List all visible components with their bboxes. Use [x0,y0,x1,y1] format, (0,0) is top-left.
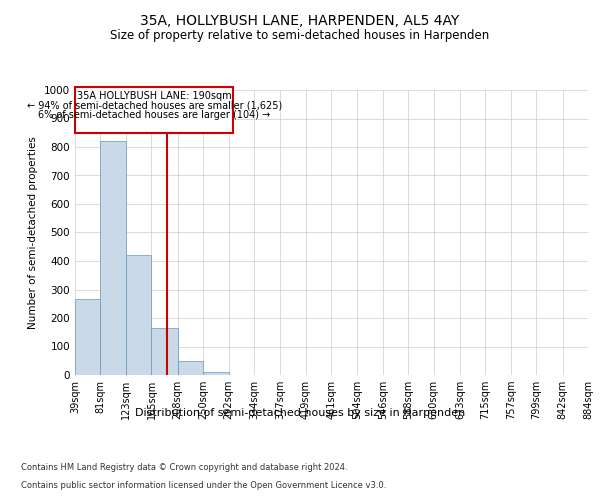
Bar [75,300,100,375]
Bar [203,372,229,375]
Text: Contains HM Land Registry data © Crown copyright and database right 2024.: Contains HM Land Registry data © Crown c… [21,463,347,472]
Text: 6% of semi-detached houses are larger (104) →: 6% of semi-detached houses are larger (1… [38,110,271,120]
Text: 35A, HOLLYBUSH LANE, HARPENDEN, AL5 4AY: 35A, HOLLYBUSH LANE, HARPENDEN, AL5 4AY [140,14,460,28]
Text: Contains public sector information licensed under the Open Government Licence v3: Contains public sector information licen… [21,480,386,490]
Bar [126,256,151,375]
Bar [151,328,178,375]
Text: Distribution of semi-detached houses by size in Harpenden: Distribution of semi-detached houses by … [135,408,465,418]
Bar [178,361,203,375]
Bar [100,142,126,375]
FancyBboxPatch shape [75,87,233,132]
Text: Size of property relative to semi-detached houses in Harpenden: Size of property relative to semi-detach… [110,28,490,42]
Text: ← 94% of semi-detached houses are smaller (1,625): ← 94% of semi-detached houses are smalle… [26,100,282,110]
Text: 35A HOLLYBUSH LANE: 190sqm: 35A HOLLYBUSH LANE: 190sqm [77,92,232,102]
Y-axis label: Number of semi-detached properties: Number of semi-detached properties [28,136,38,329]
